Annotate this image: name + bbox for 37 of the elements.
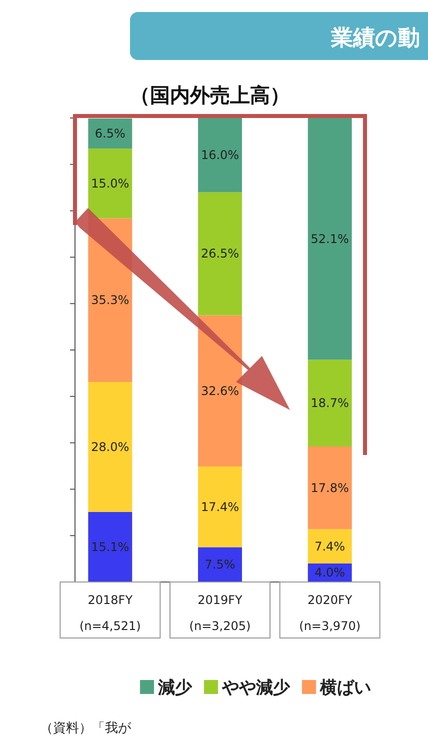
data-label: 28.0% bbox=[91, 440, 130, 454]
bar bbox=[198, 192, 242, 316]
data-label: 26.5% bbox=[200, 246, 240, 261]
bar bbox=[308, 446, 352, 530]
bar bbox=[198, 466, 242, 548]
data-label: 32.6% bbox=[200, 384, 240, 398]
legend-label: 減少 bbox=[157, 678, 193, 698]
bar bbox=[308, 360, 352, 447]
bar bbox=[198, 118, 242, 192]
data-label: 15.1% bbox=[91, 540, 130, 554]
bar bbox=[308, 118, 352, 360]
chart-title: 業績の動 bbox=[330, 26, 420, 51]
data-label: 52.1% bbox=[310, 232, 349, 246]
data-label: 15.0% bbox=[91, 176, 130, 190]
data-label: 4.0% bbox=[314, 566, 346, 580]
bar bbox=[198, 547, 242, 582]
data-label: 16.0% bbox=[200, 148, 240, 162]
data-label: 7.4% bbox=[314, 539, 346, 554]
legend-label: やや減少 bbox=[221, 678, 291, 698]
data-label: 18.7% bbox=[310, 396, 349, 410]
legend-label: 横ばい bbox=[319, 678, 371, 698]
data-label: 35.3% bbox=[91, 293, 130, 308]
bar bbox=[198, 315, 242, 466]
data-label: 7.5% bbox=[204, 558, 236, 572]
bar bbox=[88, 382, 132, 512]
bar bbox=[88, 118, 132, 149]
text: （資料）「我が bbox=[40, 721, 132, 736]
x-tick-label: 2020FY (n=3,970) bbox=[299, 593, 361, 633]
bar bbox=[88, 512, 132, 582]
x-tick-label: 2018FY (n=4,521) bbox=[79, 593, 141, 633]
x-tick-label: 2019FY (n=3,205) bbox=[189, 593, 251, 633]
data-label: 17.8% bbox=[310, 480, 349, 495]
bar bbox=[88, 148, 132, 218]
chart-subtitle: （国内外売上高） bbox=[130, 83, 290, 107]
data-label: 17.4% bbox=[200, 500, 240, 514]
bar bbox=[308, 529, 352, 564]
data-label: 6.5% bbox=[94, 126, 126, 141]
